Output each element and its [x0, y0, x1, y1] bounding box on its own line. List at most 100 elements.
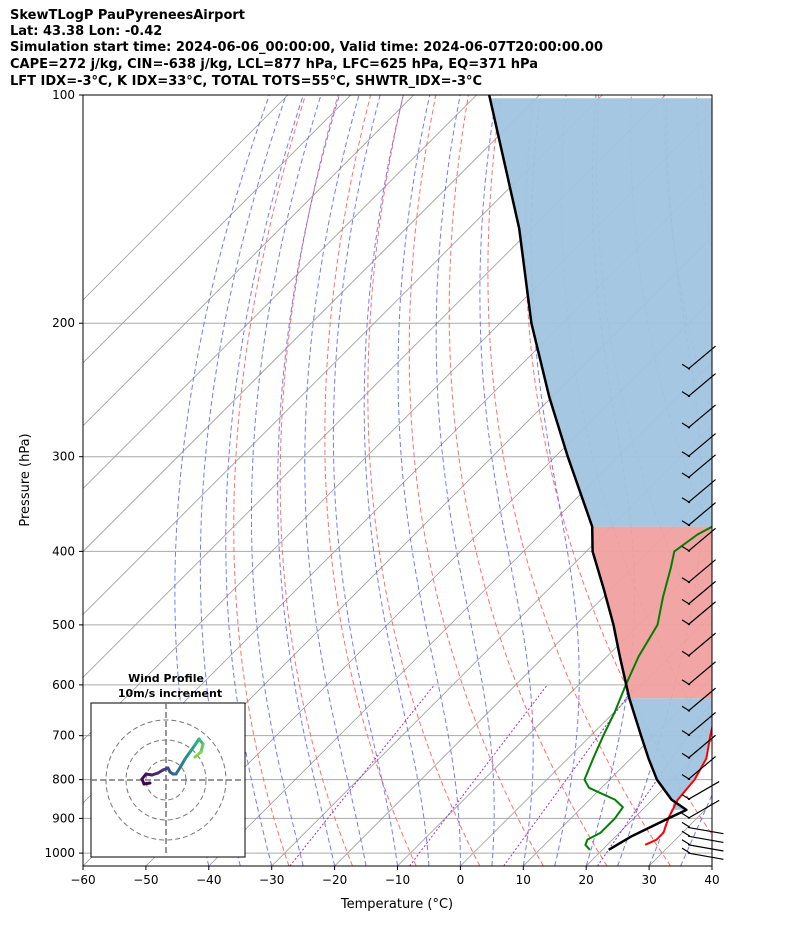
y-tick-label: 600	[52, 678, 75, 692]
wind-barb-flag	[681, 598, 691, 606]
dry-adiabat-line	[367, 95, 481, 866]
isotherm-line	[83, 95, 540, 553]
wind-barb-flag	[681, 422, 691, 429]
wind-barb	[687, 345, 716, 370]
x-tick-label: −20	[322, 873, 347, 887]
wind-barb-flag	[681, 520, 691, 527]
moist-adiabat-line	[680, 793, 712, 866]
wind-barb-flag	[681, 650, 691, 657]
y-tick-label: 100	[52, 88, 75, 102]
y-axis-label: Pressure (hPa)	[18, 433, 33, 526]
dewpoint-line	[583, 525, 712, 851]
y-tick-label: 400	[52, 544, 75, 558]
y-tick-label: 900	[52, 811, 75, 825]
wind-barb	[687, 661, 716, 686]
parcel-line	[487, 95, 688, 851]
cape-shading	[592, 526, 712, 699]
title-location: Lat: 43.38 Lon: -0.42	[10, 24, 163, 39]
dry-adiabat-line	[448, 95, 608, 866]
y-tick-label: 500	[52, 618, 75, 632]
y-tick-label: 700	[52, 729, 75, 743]
wind-barb	[687, 632, 716, 657]
wind-barb-flag	[681, 730, 691, 737]
dry-adiabat-line	[408, 95, 544, 866]
wind-barb	[687, 559, 716, 584]
moist-adiabat-line	[174, 95, 270, 866]
hodograph-trace	[193, 750, 203, 759]
y-tick-label: 1000	[44, 846, 75, 860]
x-tick-label: −30	[259, 873, 284, 887]
x-tick-label: 40	[704, 873, 719, 887]
dry-adiabat-line	[524, 95, 712, 836]
mixing-ratio-line	[596, 700, 712, 866]
isotherm-line	[83, 95, 477, 490]
wind-barb	[687, 454, 716, 479]
wind-barb-flag	[681, 774, 691, 781]
y-tick-label: 300	[52, 450, 75, 464]
hodograph-subtitle: 10m/s increment	[118, 687, 222, 700]
moist-adiabat-line	[225, 95, 304, 866]
wind-barb-flag	[681, 839, 691, 846]
wind-barb-flag	[681, 830, 691, 837]
moist-adiabat-line	[711, 864, 712, 866]
moist-adiabat-line	[435, 95, 495, 866]
moist-adiabat-line	[277, 95, 340, 866]
hodograph-title: Wind Profile	[128, 672, 204, 685]
wind-barb	[687, 844, 724, 852]
title-indices-stability: LFT IDX=-3°C, K IDX=33°C, TOTAL TOTS=55°…	[10, 74, 483, 89]
wind-barb	[687, 527, 716, 552]
cin-shading	[629, 698, 712, 810]
mixing-ratio-line	[503, 684, 637, 866]
x-tick-label: −40	[196, 873, 221, 887]
isotherm-line	[397, 550, 712, 866]
y-tick-label: 200	[52, 316, 75, 330]
isotherm-line	[460, 613, 712, 866]
moist-adiabat-line	[332, 95, 398, 866]
wind-barb	[687, 580, 716, 605]
wind-barb	[687, 756, 716, 781]
x-tick-label: 30	[641, 873, 656, 887]
dry-adiabat-line	[487, 95, 672, 866]
wind-barb-flag	[681, 472, 691, 479]
moist-adiabat-line	[199, 95, 287, 866]
wind-barb-flag	[681, 679, 691, 686]
title-times: Simulation start time: 2024-06-06_00:00:…	[10, 40, 603, 55]
y-tick-label: 800	[52, 773, 75, 787]
dry-adiabat-line	[279, 95, 353, 866]
wind-barb	[687, 373, 716, 398]
wind-barb-flag	[681, 451, 691, 458]
isotherm-line	[83, 95, 352, 364]
wind-barb	[687, 712, 716, 737]
x-tick-label: 10	[516, 873, 531, 887]
x-tick-label: 0	[457, 873, 465, 887]
moist-adiabat-line	[530, 95, 580, 866]
wind-barb-flag	[681, 545, 691, 552]
wind-barb-flag	[681, 391, 691, 398]
isotherm-line	[83, 95, 414, 427]
x-tick-label: −10	[385, 873, 410, 887]
wind-profile-inset: Wind Profile 10m/s increment	[90, 672, 246, 858]
wind-barb-flag	[681, 847, 691, 854]
wind-barb	[687, 479, 716, 504]
dry-adiabat-line	[324, 95, 417, 866]
isotherm-line	[145, 299, 712, 866]
moist-adiabat-line	[251, 95, 322, 866]
dry-adiabat-line	[233, 95, 306, 866]
temperature-line	[644, 723, 712, 846]
wind-barb-flag	[681, 821, 691, 828]
wind-barb	[687, 601, 716, 626]
wind-barb-flag	[681, 363, 691, 370]
wind-barb	[687, 781, 720, 801]
wind-barb	[687, 734, 716, 759]
moist-adiabat-line	[397, 95, 461, 866]
wind-barb	[687, 687, 716, 712]
wind-barb	[687, 852, 724, 860]
wind-barb-flag	[681, 794, 691, 801]
wind-barb	[687, 433, 716, 458]
isotherm-line	[83, 95, 603, 615]
wind-barb	[687, 799, 720, 819]
wind-barb-flag	[681, 497, 691, 504]
wind-barb	[687, 826, 724, 835]
title-indices-cape: CAPE=272 j/kg, CIN=-638 j/kg, LCL=877 hP…	[10, 57, 538, 72]
